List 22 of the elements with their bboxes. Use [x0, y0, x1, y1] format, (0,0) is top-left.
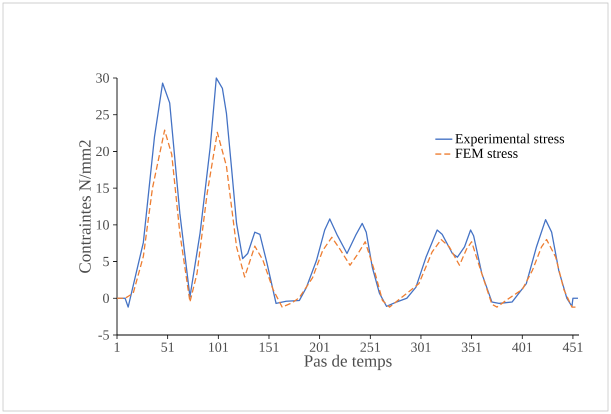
y-tick-label: 0: [103, 294, 109, 303]
x-tick-label: 301: [411, 342, 431, 352]
y-axis-title: Contraintes N/mm2: [79, 140, 91, 273]
legend-label: Experimental stress: [455, 134, 564, 146]
x-tick-label: 451: [562, 342, 583, 352]
legend-label: FEM stress: [455, 148, 518, 158]
x-tick-label: 401: [512, 342, 532, 352]
y-tick-label: 20: [96, 146, 109, 156]
x-tick-label: 351: [462, 342, 482, 352]
y-tick-label: 5: [103, 256, 109, 266]
y-tick-label: 10: [96, 220, 109, 230]
y-tick-label: 30: [96, 73, 109, 83]
x-tick-label: 1: [114, 342, 120, 352]
x-tick-label: 151: [260, 342, 279, 352]
x-tick-label: 201: [310, 342, 330, 352]
y-tick-label: 25: [96, 110, 109, 120]
x-axis-title: Pas de temps: [304, 354, 392, 370]
x-tick-label: 251: [360, 342, 380, 352]
x-tick-label: 51: [162, 342, 174, 352]
y-tick-label: -5: [98, 330, 109, 340]
x-tick-label: 101: [209, 342, 228, 352]
y-tick-label: 15: [96, 183, 109, 193]
